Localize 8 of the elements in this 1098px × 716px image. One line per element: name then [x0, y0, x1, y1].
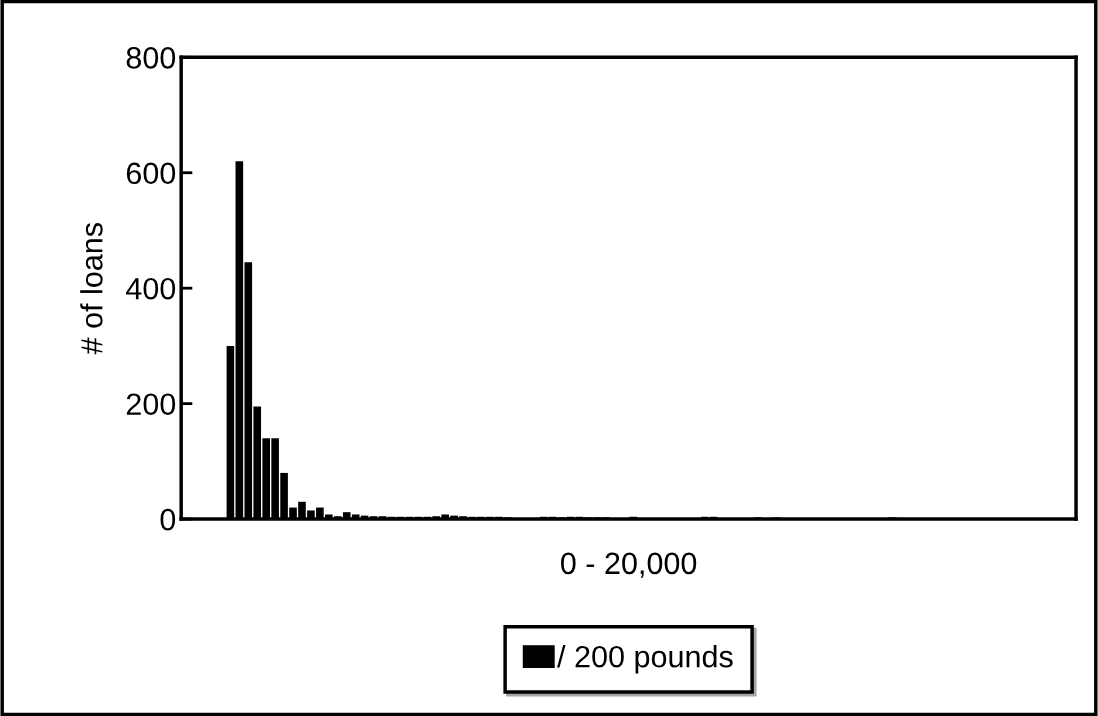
y-axis-title: # of loans: [80, 223, 103, 355]
y-tick-label: 200: [126, 393, 176, 416]
legend-label: / 200 pounds: [557, 645, 733, 674]
y-tick-label: 0: [160, 508, 176, 531]
y-tick-label: 600: [126, 162, 176, 185]
y-tick-label: 400: [126, 277, 176, 300]
y-tick-label: 800: [126, 47, 176, 69]
x-axis-title: 0 - 20,000: [561, 552, 697, 578]
